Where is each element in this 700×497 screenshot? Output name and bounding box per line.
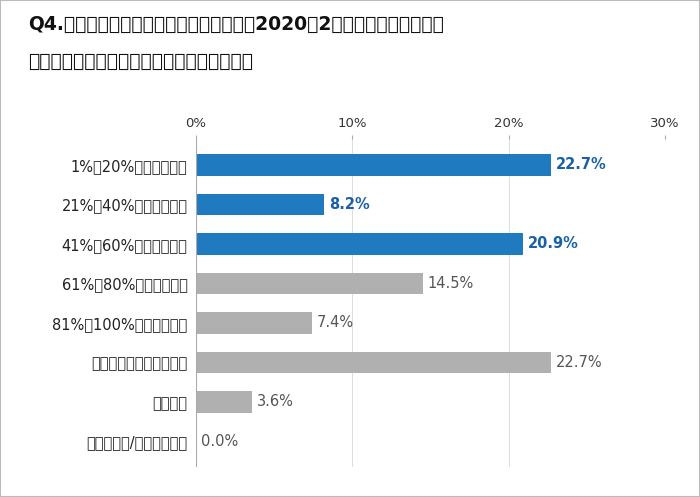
Bar: [196, 272, 423, 294]
Text: 8.2%: 8.2%: [329, 197, 370, 212]
Bar: [196, 233, 523, 255]
Text: 3.6%: 3.6%: [257, 395, 294, 410]
Text: 0.0%: 0.0%: [201, 434, 238, 449]
Bar: [196, 312, 312, 334]
Text: 新規商談の数はどの程度変化しましたか。: 新規商談の数はどの程度変化しましたか。: [28, 52, 253, 71]
Bar: [196, 391, 252, 413]
Bar: [196, 193, 324, 215]
Bar: [196, 154, 551, 176]
Text: 7.4%: 7.4%: [316, 316, 354, 331]
Text: 22.7%: 22.7%: [556, 158, 606, 172]
Text: Q4.あなたの会社では、新型コロナ以前（2020年2月以前）と比較して、: Q4.あなたの会社では、新型コロナ以前（2020年2月以前）と比較して、: [28, 15, 444, 34]
Text: 14.5%: 14.5%: [428, 276, 474, 291]
Bar: [196, 351, 551, 373]
Text: 22.7%: 22.7%: [556, 355, 602, 370]
Text: 20.9%: 20.9%: [527, 237, 578, 251]
